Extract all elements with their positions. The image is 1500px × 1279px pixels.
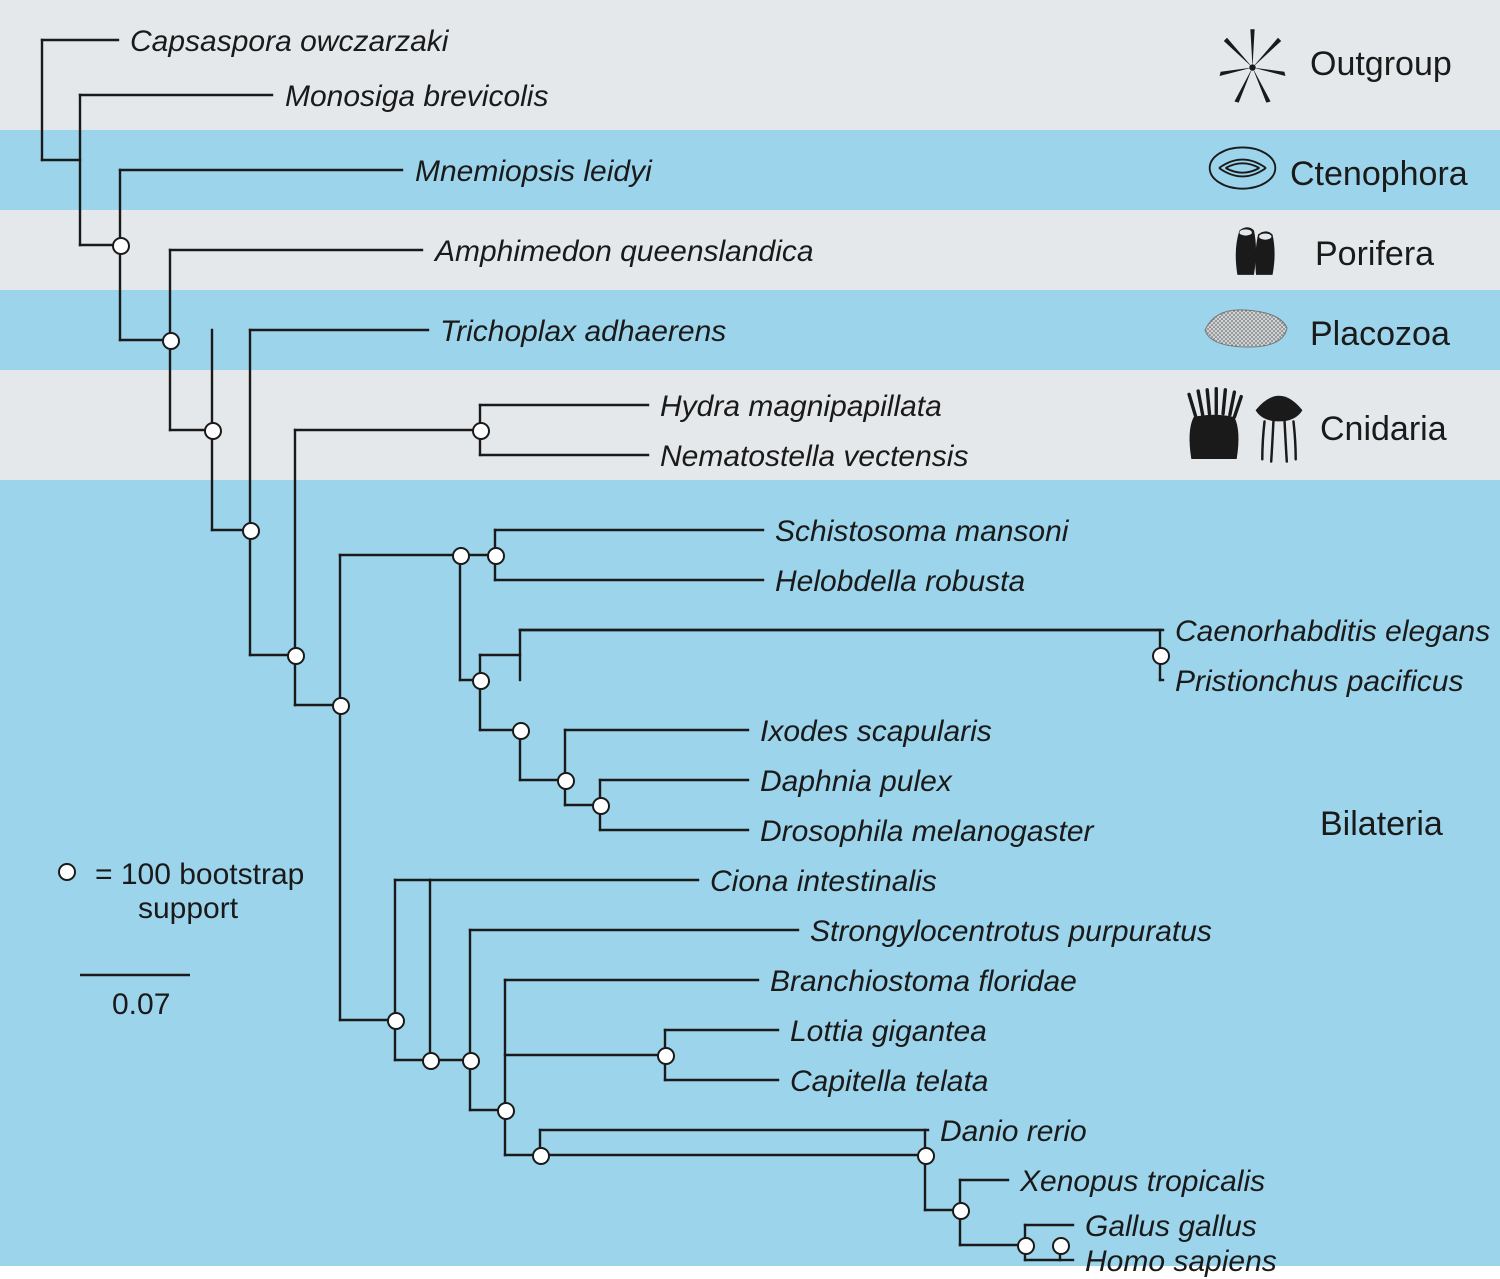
species-capitella: Capitella telata	[790, 1065, 988, 1099]
placozoa-icon	[1195, 300, 1295, 355]
outgroup-icon	[1215, 25, 1290, 110]
bootstrap-node	[952, 1202, 970, 1220]
species-strongylocentrotus: Strongylocentrotus purpuratus	[810, 915, 1212, 949]
bootstrap-node	[332, 697, 350, 715]
group-outgroup: Outgroup	[1310, 45, 1452, 84]
bootstrap-node	[657, 1047, 675, 1065]
legend-line2: support	[138, 892, 238, 927]
species-nematostella: Nematostella vectensis	[660, 440, 968, 474]
group-cnidaria: Cnidaria	[1320, 410, 1447, 449]
species-branchiostoma: Branchiostoma floridae	[770, 965, 1077, 999]
bootstrap-node	[242, 522, 260, 540]
species-schistosoma: Schistosoma mansoni	[775, 515, 1068, 549]
bootstrap-node	[487, 547, 505, 565]
species-amphimedon: Amphimedon queenslandica	[435, 235, 814, 269]
bootstrap-node	[287, 647, 305, 665]
legend-line1: = 100 bootstrap	[95, 858, 304, 893]
species-hydra: Hydra magnipapillata	[660, 390, 942, 424]
bootstrap-node	[497, 1102, 515, 1120]
bootstrap-node	[472, 422, 490, 440]
bootstrap-node	[452, 547, 470, 565]
species-caenorhabditis: Caenorhabditis elegans	[1175, 615, 1490, 649]
bootstrap-node	[422, 1052, 440, 1070]
species-danio: Danio rerio	[940, 1115, 1087, 1149]
legend-node-icon	[58, 863, 76, 881]
group-ctenophora: Ctenophora	[1290, 155, 1468, 194]
species-capsaspora: Capsaspora owczarzaki	[130, 25, 448, 59]
bootstrap-node	[162, 332, 180, 350]
species-daphnia: Daphnia pulex	[760, 765, 952, 799]
porifera-icon	[1225, 218, 1287, 280]
bootstrap-node	[387, 1012, 405, 1030]
scale-label: 0.07	[112, 988, 170, 1022]
cnidaria-medusa-icon	[1250, 388, 1308, 466]
group-bilateria: Bilateria	[1320, 805, 1443, 844]
bootstrap-node	[462, 1052, 480, 1070]
bootstrap-node	[112, 237, 130, 255]
group-placozoa: Placozoa	[1310, 315, 1450, 354]
species-helobdella: Helobdella robusta	[775, 565, 1025, 599]
species-drosophila: Drosophila melanogaster	[760, 815, 1094, 849]
species-xenopus: Xenopus tropicalis	[1020, 1165, 1265, 1199]
bootstrap-node	[204, 422, 222, 440]
species-ixodes: Ixodes scapularis	[760, 715, 992, 749]
scale-bar	[80, 970, 200, 980]
bootstrap-node	[917, 1147, 935, 1165]
bootstrap-node	[1152, 647, 1170, 665]
species-mnemiopsis: Mnemiopsis leidyi	[415, 155, 652, 189]
species-trichoplax: Trichoplax adhaerens	[440, 315, 726, 349]
bootstrap-node	[1052, 1237, 1070, 1255]
species-gallus: Gallus gallus	[1085, 1210, 1257, 1244]
species-monosiga: Monosiga brevicolis	[285, 80, 548, 114]
bootstrap-node	[1017, 1237, 1035, 1255]
bootstrap-node	[592, 797, 610, 815]
ctenophora-icon	[1205, 138, 1280, 198]
bootstrap-node	[512, 722, 530, 740]
species-pristionchus: Pristionchus pacificus	[1175, 665, 1463, 699]
bootstrap-node	[532, 1147, 550, 1165]
cnidaria-anemone-icon	[1180, 385, 1248, 465]
bootstrap-node	[557, 772, 575, 790]
bootstrap-node	[472, 672, 490, 690]
species-homo: Homo sapiens	[1085, 1245, 1277, 1279]
group-porifera: Porifera	[1315, 235, 1434, 274]
species-lottia: Lottia gigantea	[790, 1015, 987, 1049]
species-ciona: Ciona intestinalis	[710, 865, 937, 899]
